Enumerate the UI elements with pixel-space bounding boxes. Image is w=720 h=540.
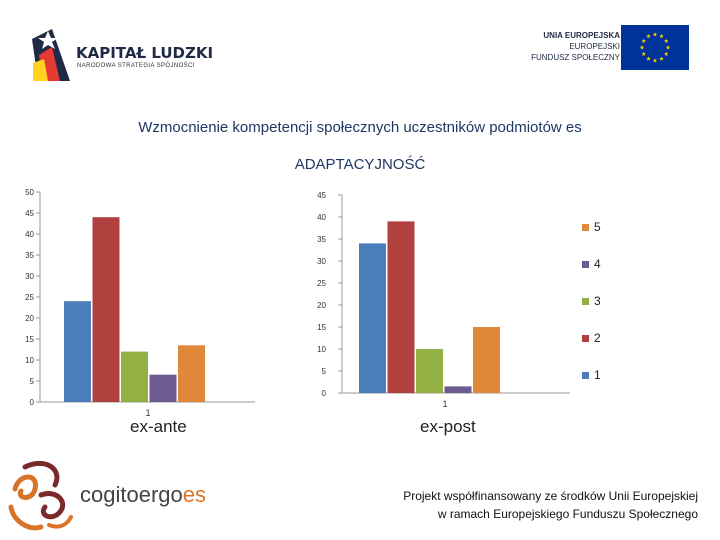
funding-line-1: Projekt współfinansowany ze środków Unii… <box>403 489 698 503</box>
y-tick-label: 15 <box>317 323 326 332</box>
eu-line-2: EUROPEJSKI <box>569 42 620 51</box>
y-tick-label: 30 <box>25 272 34 281</box>
y-tick-label: 20 <box>25 314 34 323</box>
chart-legend: 5 4 3 2 1 <box>582 220 622 390</box>
bar-series-5 <box>473 327 500 393</box>
bar-series-3 <box>416 349 443 393</box>
legend-swatch <box>582 261 589 269</box>
eu-star-icon <box>646 56 651 61</box>
chart-ex-ante: 0 5 10 15 20 25 30 35 40 45 50 1 <box>25 188 255 418</box>
eu-line-3: FUNDUSZ SPOŁECZNY <box>531 53 620 62</box>
bar-series-2 <box>387 221 415 393</box>
legend-label: 3 <box>594 294 601 308</box>
bar-series-2 <box>92 217 120 402</box>
legend-item-1: 1 <box>582 368 601 382</box>
legend-swatch <box>582 298 589 306</box>
y-tick-label: 35 <box>25 251 34 260</box>
eu-star-icon <box>639 45 645 50</box>
bar-series-5 <box>178 345 205 402</box>
eu-star-icon <box>659 56 664 61</box>
y-tick-label: 25 <box>317 279 326 288</box>
kapital-ludzki-logo-icon <box>32 29 70 81</box>
y-tick-label: 25 <box>25 293 34 302</box>
legend-label: 2 <box>594 331 601 345</box>
y-tick-label: 30 <box>317 257 326 266</box>
y-tick-label: 10 <box>25 356 34 365</box>
eu-star-icon <box>646 33 651 39</box>
funding-note: Projekt współfinansowany ze środków Unii… <box>403 487 698 523</box>
chart-subtitle: ADAPTACYJNOŚĆ <box>294 156 426 173</box>
cogito-brand-tail: es <box>182 482 206 507</box>
y-tick-label: 45 <box>25 209 34 218</box>
eu-star-icon <box>663 38 669 43</box>
eu-star-icon <box>652 32 658 37</box>
category-label-ex-ante: ex-ante <box>130 417 187 436</box>
legend-swatch <box>582 335 589 343</box>
legend-label: 5 <box>594 220 601 234</box>
bar-series-4 <box>149 374 177 402</box>
cogito-brand-main: cogitoergo <box>80 482 183 507</box>
y-tick-label: 50 <box>25 188 34 197</box>
kapital-ludzki-subtitle: NARODOWA STRATEGIA SPÓJNOŚCI <box>77 63 195 69</box>
y-tick-label: 5 <box>30 377 35 386</box>
eu-line-1: UNIA EUROPEJSKA <box>543 31 620 40</box>
y-tick-label: 0 <box>30 398 35 407</box>
legend-swatch <box>582 372 589 380</box>
eu-star-icon <box>641 51 647 56</box>
eu-flag-field <box>621 25 689 70</box>
y-tick-label: 15 <box>25 335 34 344</box>
y-tick-label: 35 <box>317 235 326 244</box>
legend-label: 1 <box>594 368 601 382</box>
bar-series-1 <box>64 301 91 402</box>
y-tick-label: 0 <box>322 389 327 398</box>
eu-star-icon <box>663 51 669 56</box>
legend-item-4: 4 <box>582 257 601 271</box>
y-tick-label: 40 <box>25 230 34 239</box>
y-tick-label: 20 <box>317 301 326 310</box>
kapital-ludzki-title: KAPITAŁ LUDZKI <box>76 44 214 62</box>
bar-series-3 <box>121 351 148 402</box>
eu-flag-icon <box>621 25 689 70</box>
funding-line-2: w ramach Europejskiego Funduszu Społeczn… <box>437 507 698 521</box>
x-tick-label: 1 <box>145 408 150 418</box>
y-tick-label: 40 <box>317 213 326 222</box>
legend-item-5: 5 <box>582 220 601 234</box>
chart-title: Wzmocnienie kompetencji społecznych ucze… <box>138 119 582 136</box>
eu-star-icon <box>665 45 671 50</box>
legend-item-2: 2 <box>582 331 601 345</box>
category-label-ex-post: ex-post <box>420 417 476 436</box>
x-tick-label: 1 <box>442 399 447 409</box>
bar-series-4 <box>444 386 472 393</box>
legend-swatch <box>582 224 589 232</box>
y-tick-label: 5 <box>322 367 327 376</box>
y-tick-label: 10 <box>317 345 326 354</box>
y-tick-label: 45 <box>317 191 326 200</box>
legend-label: 4 <box>594 257 601 271</box>
eu-star-icon <box>659 33 664 39</box>
eu-star-icon <box>652 58 658 63</box>
legend-item-3: 3 <box>582 294 601 308</box>
eu-star-icon <box>641 38 647 43</box>
cogito-brand-text: cogitoergoes <box>80 482 206 508</box>
chart-ex-post: 0 5 10 15 20 25 30 35 40 45 1 <box>317 191 570 409</box>
eu-logo-text: UNIA EUROPEJSKA EUROPEJSKI FUNDUSZ SPOŁE… <box>531 30 620 63</box>
bar-series-1 <box>359 243 386 393</box>
cogito-swirl-icon <box>8 460 73 531</box>
